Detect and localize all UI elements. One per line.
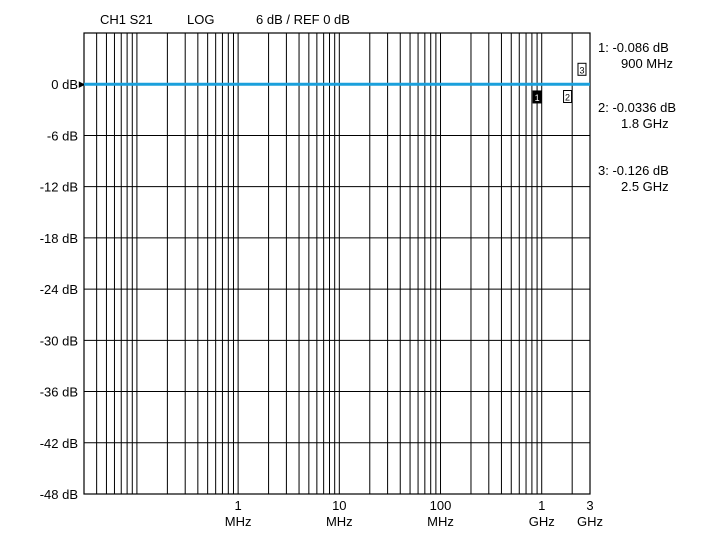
marker-flag bbox=[532, 90, 542, 104]
marker-readout-frequency: 2.5 GHz bbox=[621, 179, 669, 194]
y-tick-label: -42 dB bbox=[40, 436, 78, 451]
x-tick-label-value: 3 bbox=[586, 498, 593, 513]
x-tick-label-unit: GHz bbox=[577, 514, 603, 529]
marker-readout-value: 3: -0.126 dB bbox=[598, 163, 669, 178]
channel-label: CH1 S21 bbox=[100, 12, 153, 27]
marker-flag-number: 3 bbox=[579, 65, 584, 75]
y-tick-label: -18 dB bbox=[40, 231, 78, 246]
x-tick-label-unit: MHz bbox=[427, 514, 454, 529]
x-tick-label-value: 10 bbox=[332, 498, 346, 513]
marker-readout-frequency: 900 MHz bbox=[621, 56, 673, 71]
format-label: LOG bbox=[187, 12, 214, 27]
x-tick-label-value: 1 bbox=[538, 498, 545, 513]
y-tick-label: 0 dB bbox=[51, 77, 78, 92]
reference-level-marker: ▸ bbox=[79, 76, 86, 91]
y-tick-label: -24 dB bbox=[40, 282, 78, 297]
marker-readout-frequency: 1.8 GHz bbox=[621, 116, 669, 131]
marker-flag-number: 2 bbox=[565, 93, 570, 103]
marker-readout-value: 2: -0.0336 dB bbox=[598, 100, 676, 115]
x-tick-label-unit: MHz bbox=[326, 514, 353, 529]
marker-flag-number: 1 bbox=[535, 93, 540, 103]
marker-readout-value: 1: -0.086 dB bbox=[598, 40, 669, 55]
plot-frame bbox=[83, 32, 591, 495]
plot-grid bbox=[83, 32, 591, 495]
y-tick-label: -36 dB bbox=[40, 385, 78, 400]
scale-label: 6 dB / REF 0 dB bbox=[256, 12, 350, 27]
y-axis: 0 dB -6 dB -12 dB -18 dB -24 dB -30 dB -36 dB -… bbox=[40, 76, 86, 502]
y-tick-label: -30 dB bbox=[40, 333, 78, 348]
y-tick-label: -6 dB bbox=[47, 128, 78, 143]
y-tick-label: -12 dB bbox=[40, 180, 78, 195]
marker-flag bbox=[577, 62, 587, 76]
y-tick-label: -48 dB bbox=[40, 487, 78, 502]
x-tick-label-value: 1 bbox=[234, 498, 241, 513]
marker-flag bbox=[563, 90, 573, 104]
chart-header: CH1 S21 LOG 6 dB / REF 0 dB bbox=[100, 12, 350, 27]
x-tick-label-unit: GHz bbox=[529, 514, 555, 529]
x-tick-label-unit: MHz bbox=[225, 514, 252, 529]
x-tick-label-value: 100 bbox=[430, 498, 452, 513]
marker-flags: 1 2 3 bbox=[532, 62, 587, 104]
